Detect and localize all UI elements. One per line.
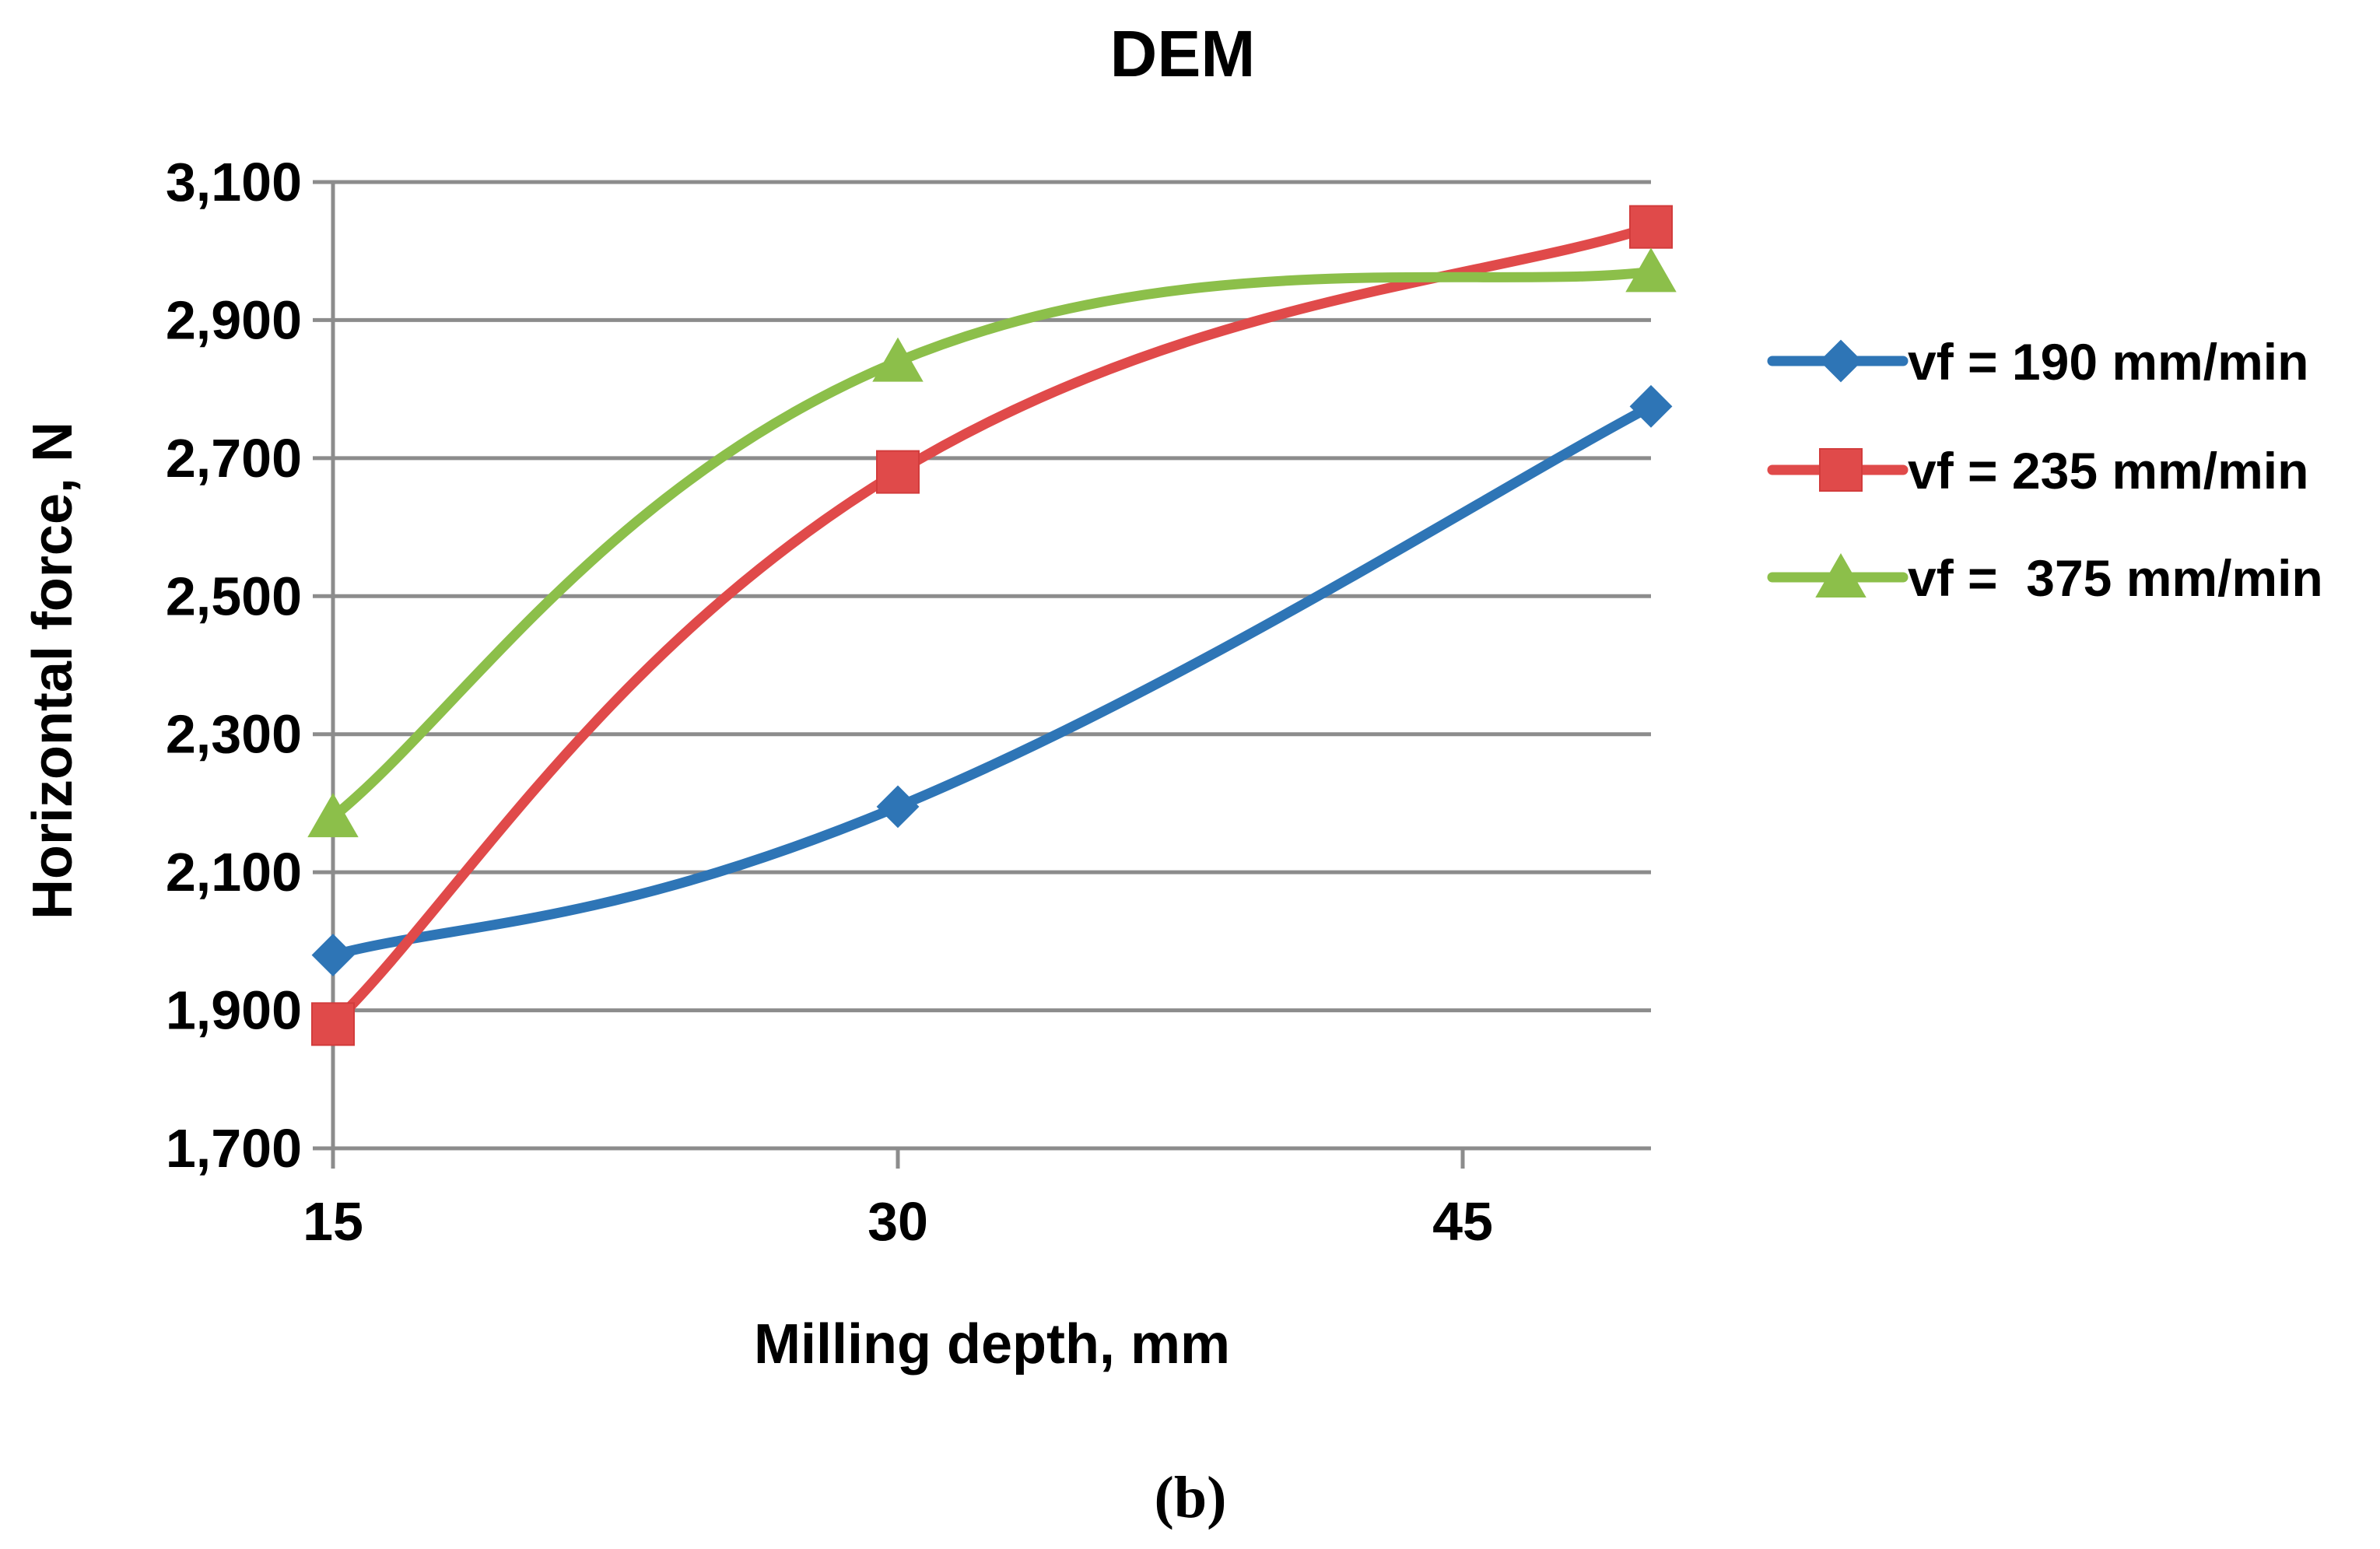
data-point-series-1 [311, 934, 355, 977]
y-tick-label: 2,100 [166, 842, 302, 902]
legend-label-1: vf = 190 mm/min [1908, 333, 2308, 391]
legend-marker-3 [1815, 552, 1866, 598]
x-tick-label: 30 [868, 1191, 928, 1252]
data-point-series-1 [876, 785, 920, 829]
data-point-series-3 [1625, 247, 1677, 293]
y-tick-label: 1,700 [166, 1118, 302, 1179]
legend-marker-1 [1819, 339, 1863, 383]
axes [313, 180, 1465, 1169]
y-tick-label: 1,900 [166, 980, 302, 1041]
x-axis-label: Milling depth, mm [754, 1313, 1230, 1376]
data-point-series-2 [311, 1002, 355, 1046]
y-axis-label: Horizontal force, N [22, 422, 84, 920]
legend-label-2: vf = 235 mm/min [1908, 442, 2308, 499]
data-point-series-2 [1629, 205, 1673, 249]
y-tick-label: 3,100 [166, 152, 302, 212]
data-point-series-2 [876, 450, 920, 494]
y-tick-label: 2,900 [166, 289, 302, 350]
data-point-series-1 [1629, 384, 1673, 428]
y-tick-label: 2,500 [166, 566, 302, 626]
x-tick-label: 45 [1432, 1191, 1493, 1252]
chart-title: DEM [1110, 17, 1256, 90]
series [307, 205, 1677, 1046]
data-point-series-3 [872, 337, 924, 382]
data-point-series-3 [307, 793, 359, 838]
figure-caption-label: b [1174, 1465, 1207, 1530]
figure-caption: (b) [1155, 1465, 1227, 1530]
y-tick-labels: 1,700 1,900 2,100 2,300 2,500 2,700 2,900 3,100 [166, 152, 302, 1179]
legend-label-3: vf = 375 mm/min [1908, 549, 2323, 607]
legend: vf = 190 mm/min vf = 235 mm/min vf = 375 m… [1767, 333, 2323, 607]
x-tick-labels: 15 30 45 [303, 1191, 1493, 1252]
x-tick-label: 15 [303, 1191, 363, 1252]
series-line-1 [328, 401, 1656, 961]
y-tick-label: 2,300 [166, 704, 302, 765]
y-tick-label: 2,700 [166, 428, 302, 489]
legend-marker-2 [1819, 448, 1863, 492]
